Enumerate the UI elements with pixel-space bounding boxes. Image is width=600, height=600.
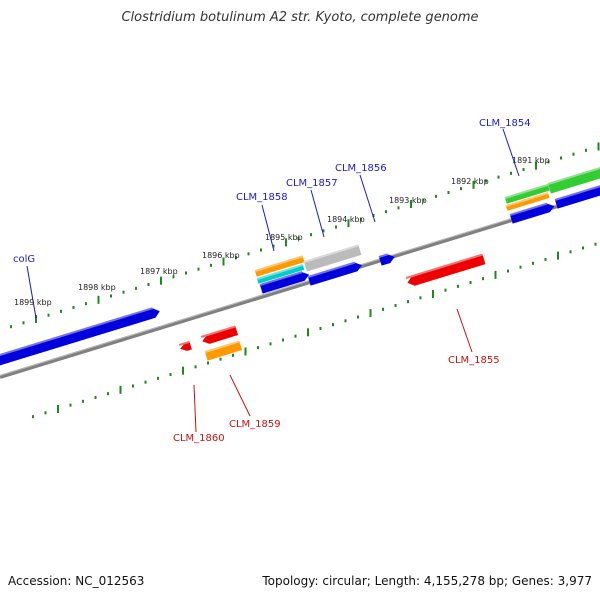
gene-CLM_1857-highlight	[307, 261, 356, 278]
gene-CLM_1856	[378, 253, 395, 266]
leader-CLM_1860	[193, 384, 197, 433]
gene-red-small-highlight	[200, 325, 236, 338]
gene-CLM_1857-body	[308, 262, 362, 286]
genome-summary-text: Topology: circular; Length: 4,155,278 bp…	[262, 574, 592, 588]
gene-red-small	[200, 325, 239, 344]
gene-CLM_1854-highlight	[509, 202, 548, 216]
gene-orange-2-highlight	[505, 192, 549, 207]
gene-CLM_1856-highlight	[378, 253, 388, 258]
gene-gray-1	[303, 244, 362, 272]
gene-colG	[0, 307, 160, 366]
gene-CLM_1854	[509, 202, 555, 224]
gene-CLM_1858	[259, 271, 310, 294]
gene-CLM_1855	[405, 253, 486, 286]
gene-orange-1	[254, 255, 305, 277]
gene-CLM_1858-body	[260, 272, 310, 294]
gene-orange-2	[505, 192, 550, 211]
gene-CLM_1859-body	[205, 341, 243, 361]
leader-CLM_1854	[502, 128, 520, 177]
gene-CLM_1859-highlight	[204, 340, 240, 353]
gene-orange-2-body	[506, 193, 550, 211]
scale-label: 1898 kbp	[78, 283, 116, 292]
gene-label-CLM_1854[interactable]: CLM_1854	[479, 118, 531, 129]
gene-gray-1-body	[304, 245, 362, 272]
gene-CLM_1860-body	[180, 341, 192, 351]
leader-CLM_1857	[310, 189, 325, 238]
scale-label: 1893 kbp	[389, 196, 427, 205]
gene-orange-1-highlight	[254, 255, 304, 272]
leader-CLM_1859	[229, 374, 251, 417]
gene-label-CLM_1858[interactable]: CLM_1858	[236, 192, 288, 203]
gene-CLM_1855-body	[407, 254, 486, 286]
gene-label-CLM_1856[interactable]: CLM_1856	[335, 163, 387, 174]
scale-label: 1892 kbp	[451, 177, 489, 186]
scale-label: 1894 kbp	[327, 215, 365, 224]
gene-label-colG[interactable]: colG	[13, 254, 35, 265]
gene-label-CLM_1860[interactable]: CLM_1860	[173, 433, 225, 444]
gene-orange-1-body	[255, 256, 305, 277]
accession-text: Accession: NC_012563	[8, 574, 145, 588]
gene-cyan-1-highlight	[256, 263, 304, 280]
gene-blue-right	[554, 185, 600, 209]
gene-green-1	[504, 183, 550, 204]
gene-CLM_1859	[204, 340, 243, 361]
gene-cyan-1-body	[257, 264, 305, 284]
gene-features	[0, 167, 600, 366]
gene-label-CLM_1857[interactable]: CLM_1857	[286, 178, 338, 189]
genome-backbone	[0, 191, 600, 379]
gene-cyan-1	[256, 263, 305, 284]
gene-blue-right-body	[555, 186, 600, 209]
leader-CLM_1856	[359, 174, 376, 223]
gene-CLM_1860	[178, 340, 192, 351]
gene-green-1-body	[505, 184, 550, 204]
scale-label: 1897 kbp	[140, 267, 178, 276]
inner-tick-track	[32, 242, 597, 419]
leader-CLM_1858	[261, 204, 275, 252]
gene-colG-highlight	[0, 307, 153, 356]
map-title: Clostridium botulinum A2 str. Kyoto, com…	[121, 10, 479, 25]
scale-label: 1891 kbp	[512, 156, 550, 165]
scale-label: 1899 kbp	[14, 298, 52, 307]
gene-colG-body	[0, 308, 160, 366]
gene-label-CLM_1855[interactable]: CLM_1855	[448, 355, 500, 366]
scale-label: 1895 kbp	[265, 233, 303, 242]
gene-gray-1-highlight	[303, 244, 359, 263]
gene-red-small-body	[202, 326, 239, 344]
gene-green-2-body	[548, 168, 600, 194]
gene-label-CLM_1859[interactable]: CLM_1859	[229, 419, 281, 430]
leader-CLM_1855	[456, 308, 473, 353]
gene-CLM_1855-highlight	[405, 253, 483, 279]
gene-green-2	[547, 167, 600, 194]
gene-CLM_1860-highlight	[178, 340, 190, 346]
gene-blue-right-highlight	[554, 185, 600, 201]
gene-green-2-highlight	[547, 167, 600, 185]
gene-green-1-highlight	[504, 183, 549, 199]
gene-CLM_1858-highlight	[259, 271, 303, 286]
label-leader-lines	[26, 128, 520, 433]
leader-colG	[26, 265, 37, 319]
gene-CLM_1857	[307, 261, 362, 286]
outer-tick-track	[10, 142, 600, 329]
gene-CLM_1854-body	[510, 203, 555, 224]
gene-CLM_1856-body	[379, 254, 395, 266]
scale-label: 1896 kbp	[202, 251, 240, 260]
